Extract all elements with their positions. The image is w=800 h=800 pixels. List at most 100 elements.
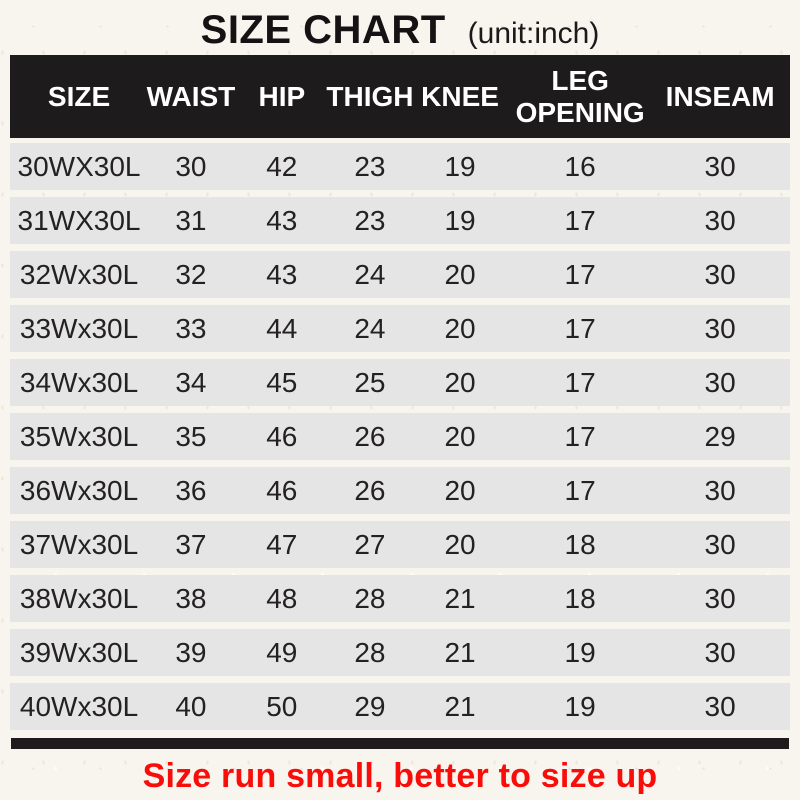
knee-cell: 21 [444,690,476,722]
title-row: SIZE CHART (unit:inch) [0,0,800,55]
size-cell: 38Wx30L [19,582,139,614]
size-cell: 34Wx30L [19,366,139,398]
hip-cell: 42 [266,150,298,182]
knee-cell: 20 [444,420,476,452]
thigh-cell: 28 [354,636,386,668]
size-cell: 39Wx30L [19,636,139,668]
inseam-cell: 30 [704,528,736,560]
unit-note: (unit:inch) [467,17,600,50]
hip-cell: 48 [266,582,298,614]
inseam-cell: 30 [704,474,736,506]
size-chart-table: SIZE WAIST HIP THIGH KNEE LEG OPENING IN… [10,55,790,730]
inseam-cell: 30 [704,582,736,614]
leg-opening-cell: 16 [564,150,596,182]
inseam-cell: 29 [704,420,736,452]
thigh-cell: 28 [354,582,386,614]
table-body: 30WX30L 30 42 23 19 16 30 31WX30L 31 43 … [10,143,790,730]
inseam-cell: 30 [704,204,736,236]
hip-cell: 46 [266,420,298,452]
leg-opening-cell: 18 [564,582,596,614]
leg-opening-cell: 17 [564,312,596,344]
knee-cell: 20 [444,258,476,290]
leg-opening-cell: 17 [564,474,596,506]
hip-cell: 49 [266,636,298,668]
size-cell: 30WX30L [17,150,141,182]
inseam-cell: 30 [704,258,736,290]
col-header-knee: KNEE [421,80,499,112]
hip-cell: 43 [266,204,298,236]
knee-cell: 20 [444,366,476,398]
col-header-thigh: THIGH [326,80,414,112]
table-row: 40Wx30L 40 50 29 21 19 30 [10,683,790,730]
table-row: 34Wx30L 34 45 25 20 17 30 [10,359,790,406]
table-row: 30WX30L 30 42 23 19 16 30 [10,143,790,190]
knee-cell: 20 [444,312,476,344]
table-row: 32Wx30L 32 43 24 20 17 30 [10,251,790,298]
hip-cell: 50 [266,690,298,722]
size-cell: 36Wx30L [19,474,139,506]
waist-cell: 39 [175,636,207,668]
table-row: 38Wx30L 38 48 28 21 18 30 [10,575,790,622]
knee-cell: 19 [444,150,476,182]
leg-opening-cell: 17 [564,420,596,452]
thigh-cell: 26 [354,474,386,506]
waist-cell: 37 [175,528,207,560]
knee-cell: 20 [444,528,476,560]
waist-cell: 32 [175,258,207,290]
waist-cell: 31 [175,204,207,236]
col-header-waist: WAIST [146,80,236,112]
leg-opening-cell: 17 [564,366,596,398]
table-header-row: SIZE WAIST HIP THIGH KNEE LEG OPENING IN… [10,55,790,138]
page-title: SIZE CHART [200,8,446,52]
size-cell: 32Wx30L [19,258,139,290]
waist-cell: 40 [175,690,207,722]
knee-cell: 20 [444,474,476,506]
inseam-cell: 30 [704,690,736,722]
table-row: 37Wx30L 37 47 27 20 18 30 [10,521,790,568]
knee-cell: 21 [444,582,476,614]
waist-cell: 30 [175,150,207,182]
leg-opening-cell: 19 [564,690,596,722]
thigh-cell: 29 [354,690,386,722]
knee-cell: 21 [444,636,476,668]
hip-cell: 47 [266,528,298,560]
col-header-leg-opening: LEG OPENING [515,65,645,128]
thigh-cell: 26 [354,420,386,452]
size-cell: 37Wx30L [19,528,139,560]
inseam-cell: 30 [704,366,736,398]
table-row: 31WX30L 31 43 23 19 17 30 [10,197,790,244]
bottom-divider [11,738,789,749]
thigh-cell: 23 [354,150,386,182]
col-header-hip: HIP [258,80,306,112]
table-row: 36Wx30L 36 46 26 20 17 30 [10,467,790,514]
thigh-cell: 24 [354,258,386,290]
leg-opening-cell: 17 [564,204,596,236]
hip-cell: 44 [266,312,298,344]
inseam-cell: 30 [704,312,736,344]
table-row: 33Wx30L 33 44 24 20 17 30 [10,305,790,352]
table-row: 35Wx30L 35 46 26 20 17 29 [10,413,790,460]
thigh-cell: 24 [354,312,386,344]
table-row: 39Wx30L 39 49 28 21 19 30 [10,629,790,676]
hip-cell: 45 [266,366,298,398]
col-header-size: SIZE [47,80,111,112]
size-cell: 33Wx30L [19,312,139,344]
thigh-cell: 25 [354,366,386,398]
col-header-inseam: INSEAM [665,80,775,112]
size-note: Size run small, better to size up [142,757,658,795]
waist-cell: 33 [175,312,207,344]
size-cell: 31WX30L [17,204,141,236]
leg-opening-cell: 18 [564,528,596,560]
leg-opening-cell: 17 [564,258,596,290]
hip-cell: 46 [266,474,298,506]
waist-cell: 34 [175,366,207,398]
waist-cell: 35 [175,420,207,452]
waist-cell: 38 [175,582,207,614]
thigh-cell: 27 [354,528,386,560]
size-cell: 35Wx30L [19,420,139,452]
leg-opening-cell: 19 [564,636,596,668]
inseam-cell: 30 [704,636,736,668]
inseam-cell: 30 [704,150,736,182]
hip-cell: 43 [266,258,298,290]
